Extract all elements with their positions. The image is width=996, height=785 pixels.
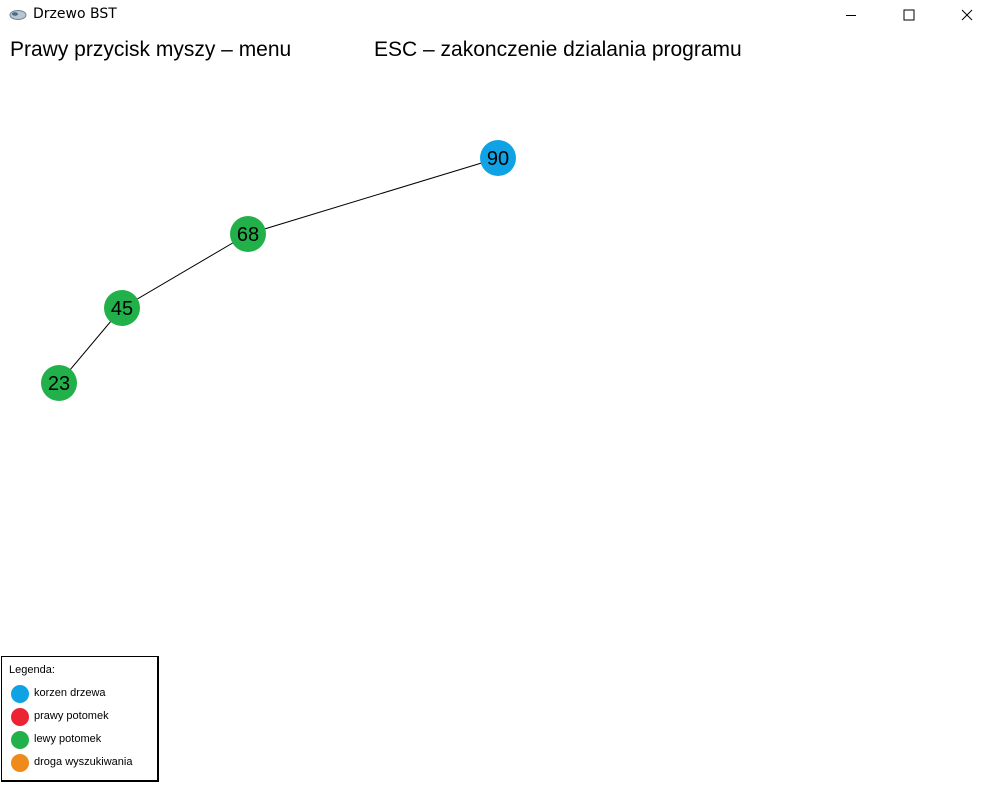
tree-node-circle — [230, 216, 266, 252]
tree-node-value: 90 — [487, 148, 509, 170]
legend-label-search-path: droga wyszukiwania — [34, 756, 133, 768]
menu-hint: Prawy przycisk myszy – menu — [10, 38, 292, 61]
minimize-button[interactable] — [822, 0, 880, 30]
maximize-button[interactable] — [880, 0, 938, 30]
tree-node-circle — [41, 365, 77, 401]
tree-canvas[interactable]: 90 68 45 23 — [0, 30, 996, 785]
legend-dot-right-child — [11, 708, 29, 726]
close-button[interactable] — [938, 0, 996, 30]
tree-node-90[interactable]: 90 — [480, 140, 516, 176]
close-icon — [961, 9, 973, 21]
esc-hint: ESC – zakonczenie dzialania programu — [374, 38, 742, 61]
legend-label-root: korzen drzewa — [34, 687, 106, 699]
window-title: Drzewo BST — [33, 6, 117, 22]
legend-label-left-child: lewy potomek — [34, 733, 102, 745]
tree-node-value: 23 — [48, 373, 70, 395]
tree-node-value: 68 — [237, 224, 259, 246]
maximize-icon — [903, 9, 915, 21]
tree-node-23[interactable]: 23 — [41, 365, 77, 401]
tree-edge-68-45 — [121, 233, 249, 309]
legend: Legenda: korzen drzewa prawy potomek lew… — [1, 656, 159, 782]
tree-edge-90-68 — [247, 157, 499, 235]
app-icon — [9, 10, 27, 20]
legend-label-right-child: prawy potomek — [34, 710, 109, 722]
tree-node-45[interactable]: 45 — [104, 290, 140, 326]
tree-node-value: 45 — [111, 298, 133, 320]
tree-node-circle — [104, 290, 140, 326]
tree-node-circle — [480, 140, 516, 176]
legend-dot-search-path — [11, 754, 29, 772]
legend-title: Legenda: — [9, 664, 55, 676]
legend-dot-left-child — [11, 731, 29, 749]
title-bar: Drzewo BST — [0, 0, 996, 30]
tree-node-68[interactable]: 68 — [230, 216, 266, 252]
legend-dot-root — [11, 685, 29, 703]
minimize-icon — [846, 15, 856, 16]
